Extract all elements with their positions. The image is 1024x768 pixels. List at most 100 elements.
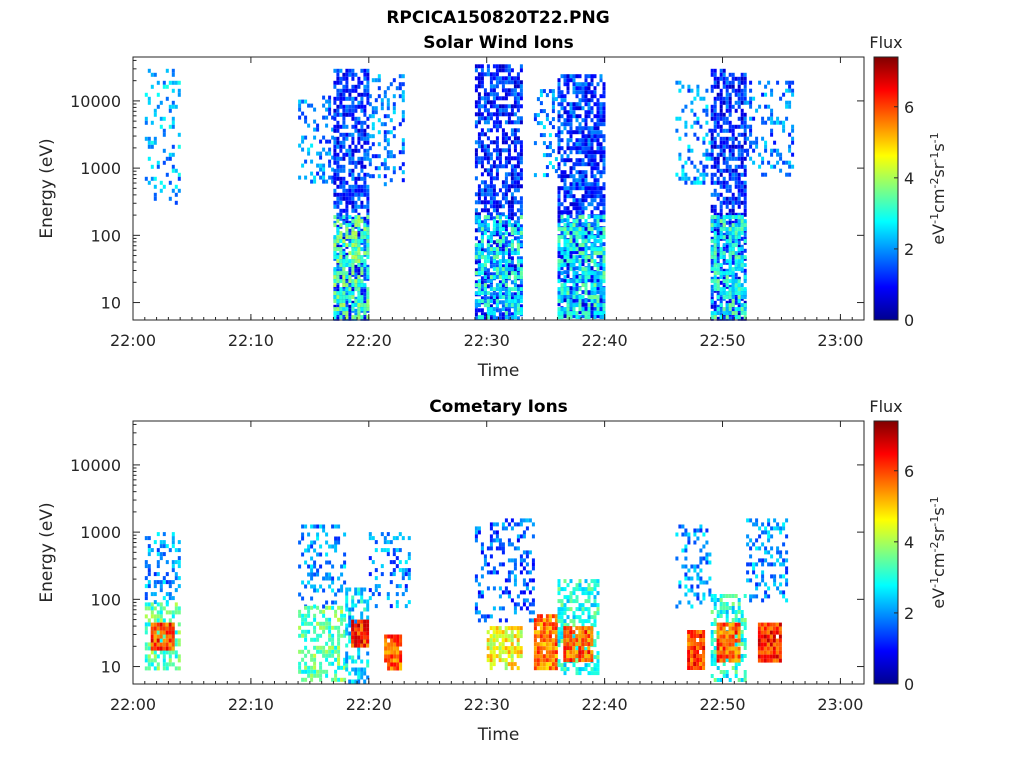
heatmap-cell — [513, 96, 517, 101]
heatmap-cell — [334, 625, 338, 630]
heatmap-cell — [599, 110, 603, 115]
heatmap-cell — [504, 240, 508, 245]
heatmap-cell — [489, 279, 493, 284]
heatmap-cell — [340, 609, 344, 614]
heatmap-cell — [581, 243, 585, 248]
heatmap-cell — [334, 669, 338, 674]
heatmap-cell — [474, 538, 478, 543]
heatmap-cell — [572, 314, 576, 319]
heatmap-cell — [719, 136, 723, 141]
heatmap-cell — [731, 247, 735, 252]
heatmap-cell — [584, 190, 588, 195]
heatmap-cell — [354, 164, 358, 169]
heatmap-cell — [722, 291, 726, 296]
heatmap-cell — [357, 104, 361, 109]
heatmap-cell — [156, 92, 160, 97]
heatmap-cell — [363, 303, 367, 308]
heatmap-cell — [501, 634, 505, 639]
heatmap-cell — [337, 645, 341, 650]
heatmap-cell — [348, 144, 352, 149]
heatmap-cell — [477, 267, 481, 272]
heatmap-cell — [177, 658, 181, 663]
heatmap-cell — [384, 642, 388, 647]
heatmap-cell — [716, 239, 720, 244]
heatmap-cell — [693, 180, 697, 185]
heatmap-cell — [345, 252, 349, 257]
heatmap-cell — [599, 243, 603, 248]
heatmap-cell — [602, 311, 606, 316]
heatmap-cell — [316, 532, 320, 537]
heatmap-cell — [371, 122, 375, 127]
colorbar-title: Flux — [869, 33, 902, 52]
heatmap-cell — [737, 80, 741, 85]
heatmap-cell — [596, 286, 600, 291]
heatmap-cell — [563, 194, 567, 199]
heatmap-cell — [557, 243, 561, 248]
heatmap-cell — [675, 80, 679, 85]
heatmap-cell — [389, 604, 393, 609]
heatmap-cell — [599, 287, 603, 292]
heatmap-cell — [489, 104, 493, 109]
heatmap-cell — [342, 236, 346, 241]
heatmap-cell — [333, 168, 337, 173]
heatmap-cell — [498, 248, 502, 253]
heatmap-cell — [354, 144, 358, 149]
heatmap-cell — [722, 243, 726, 248]
heatmap-cell — [507, 308, 511, 313]
heatmap-cell — [348, 235, 352, 240]
heatmap-cell — [716, 215, 720, 220]
heatmap-cell — [313, 669, 317, 674]
heatmap-cell — [528, 610, 532, 615]
heatmap-cell — [395, 600, 399, 605]
heatmap-cell — [545, 165, 549, 170]
heatmap-cell — [722, 148, 726, 153]
heatmap-cell — [304, 99, 308, 104]
heatmap-cell — [743, 84, 747, 89]
heatmap-cell — [510, 227, 514, 232]
heatmap-cell — [477, 192, 481, 197]
heatmap-cell — [575, 158, 579, 163]
heatmap-cell — [734, 276, 738, 281]
heatmap-cell — [492, 120, 496, 125]
heatmap-cell — [713, 215, 717, 220]
heatmap-cell — [159, 100, 163, 105]
heatmap-cell — [331, 135, 335, 140]
heatmap-cell — [560, 138, 564, 143]
heatmap-cell — [575, 311, 579, 316]
heatmap-cell — [596, 311, 600, 316]
heatmap-cell — [590, 82, 594, 87]
heatmap-cell — [339, 100, 343, 105]
heatmap-cell — [770, 132, 774, 137]
heatmap-cell — [298, 613, 302, 618]
heatmap-cell — [498, 236, 502, 241]
heatmap-cell — [716, 80, 720, 85]
heatmap-cell — [740, 236, 744, 241]
heatmap-cell — [313, 613, 317, 618]
heatmap-cell — [513, 188, 517, 193]
heatmap-cell — [569, 306, 573, 311]
heatmap-cell — [557, 94, 561, 99]
heatmap-cell — [147, 568, 151, 573]
heatmap-cell — [489, 244, 493, 249]
heatmap-cell — [587, 134, 591, 139]
heatmap-cell — [168, 80, 172, 85]
heatmap-cell — [489, 88, 493, 93]
heatmap-cell — [731, 132, 735, 137]
heatmap-cell — [492, 92, 496, 97]
heatmap-cell — [483, 192, 487, 197]
heatmap-cell — [489, 80, 493, 85]
heatmap-cell — [165, 592, 169, 597]
heatmap-cell — [360, 168, 364, 173]
heatmap-cell — [495, 156, 499, 161]
heatmap-cell — [304, 605, 308, 610]
heatmap-cell — [710, 176, 714, 181]
heatmap-cell — [486, 128, 490, 133]
heatmap-cell — [516, 164, 520, 169]
heatmap-cell — [483, 120, 487, 125]
heatmap-cell — [348, 200, 352, 205]
heatmap-cell — [504, 271, 508, 276]
heatmap-cell — [153, 646, 157, 651]
heatmap-cell — [348, 168, 352, 173]
heatmap-cell — [342, 303, 346, 308]
heatmap-cell — [501, 304, 505, 309]
